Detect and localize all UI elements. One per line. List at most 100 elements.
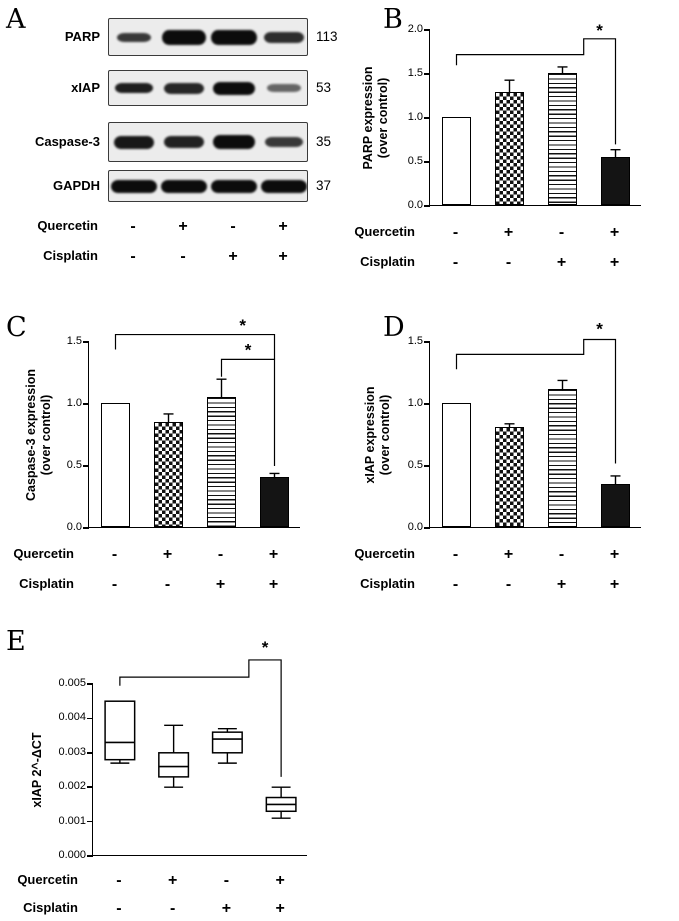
protein-band bbox=[211, 29, 257, 45]
panel-b-letter: B bbox=[383, 4, 403, 35]
treatment-sign-quercetin-3: - bbox=[558, 224, 565, 241]
plot-area-e: 0.000 0.001 0.002 0.003 0.004 0.005 * bbox=[58, 638, 307, 861]
caspase3-expression-chart: Caspase-3 expression (over control) 0.0 0.5… bbox=[4, 312, 344, 616]
y-axis-label-line: (over control) bbox=[38, 394, 53, 476]
molecular-weight-label: 113 bbox=[316, 29, 338, 44]
treatment-label-cisplatin: Cisplatin bbox=[360, 576, 415, 591]
treatment-sign-cisplatin-1: - bbox=[116, 900, 122, 917]
y-tick-mark bbox=[423, 73, 430, 75]
y-tick-label: 1.5 bbox=[407, 335, 423, 347]
plot-area-c: 0.0 0.5 1.0 1.5 * * bbox=[67, 316, 300, 533]
y-tick-label: 0.0 bbox=[407, 199, 423, 211]
treatment-sign-quercetin-4: + bbox=[278, 218, 288, 235]
protein-band bbox=[261, 179, 307, 193]
y-axis-label-line: (over control) bbox=[377, 394, 392, 476]
bar-cisplatin bbox=[206, 396, 237, 527]
treatment-label-quercetin: Quercetin bbox=[13, 546, 74, 561]
panel-b: B PARP expression (over control) 0.0 0.5 1.0… bbox=[349, 4, 679, 304]
error-bar bbox=[504, 79, 515, 94]
protein-band bbox=[267, 84, 301, 92]
protein-band bbox=[114, 135, 154, 149]
protein-band bbox=[213, 81, 255, 95]
treatment-sign-cisplatin-2: - bbox=[180, 248, 186, 265]
y-tick-label: 0.005 bbox=[58, 677, 86, 689]
y-tick-mark bbox=[86, 820, 93, 823]
treatment-sign-cisplatin-3: + bbox=[228, 248, 238, 265]
treatment-sign-cisplatin-2: - bbox=[164, 576, 171, 593]
bar-quercetin-cisplatin bbox=[600, 156, 631, 205]
box-quercetin bbox=[158, 752, 190, 778]
bar-quercetin-cisplatin bbox=[259, 477, 290, 527]
treatment-sign-quercetin-2: + bbox=[178, 218, 188, 235]
y-tick-label: 1.5 bbox=[407, 67, 423, 79]
y-tick-label: 0.5 bbox=[407, 155, 423, 167]
molecular-weight-label: 53 bbox=[316, 80, 332, 95]
error-bar bbox=[163, 413, 174, 423]
blot-row-caspase-3: Caspase-3 35 bbox=[4, 122, 349, 162]
significance-star: * bbox=[596, 21, 603, 40]
y-tick-mark bbox=[423, 29, 430, 31]
treatment-label-cisplatin: Cisplatin bbox=[23, 900, 78, 915]
treatment-sign-cisplatin-3: + bbox=[215, 576, 226, 593]
y-tick-label: 0.0 bbox=[66, 521, 82, 533]
treatment-sign-quercetin-4: + bbox=[268, 546, 279, 563]
plot-area-b: 0.0 0.5 1.0 1.5 2.0 * bbox=[408, 21, 641, 211]
treatment-label-cisplatin: Cisplatin bbox=[43, 248, 98, 263]
bar-control bbox=[100, 403, 131, 527]
treatment-sign-cisplatin-1: - bbox=[452, 254, 459, 271]
y-tick-mark bbox=[82, 465, 89, 467]
treatment-sign-cisplatin-3: + bbox=[221, 900, 232, 917]
significance-star: * bbox=[239, 316, 246, 335]
treatment-label-quercetin: Quercetin bbox=[37, 218, 98, 233]
error-bar bbox=[269, 472, 280, 479]
panel-a: A PARP 113 xIAP 53 Caspase-3 35 GAPDH 37 Quercet… bbox=[4, 4, 349, 304]
treatment-sign-cisplatin-3: + bbox=[556, 254, 567, 271]
y-tick-mark bbox=[82, 527, 89, 529]
significance-bracket bbox=[455, 38, 617, 145]
y-tick-mark bbox=[82, 403, 89, 405]
treatment-sign-quercetin-3: - bbox=[558, 546, 565, 563]
panel-c-letter: C bbox=[6, 312, 27, 343]
y-tick-mark bbox=[86, 786, 93, 788]
treatment-sign-cisplatin-4: + bbox=[609, 576, 620, 593]
treatment-row-quercetin: Quercetin - + - + bbox=[349, 546, 679, 568]
significance-bracket bbox=[119, 659, 282, 777]
chart-annotations-e: * bbox=[104, 638, 297, 819]
error-bar bbox=[504, 423, 515, 428]
box-whiskers-quercetin bbox=[164, 724, 184, 788]
error-bar bbox=[557, 66, 568, 74]
bar-quercetin bbox=[494, 92, 525, 205]
box-whiskers-quercetin-cisplatin bbox=[271, 786, 291, 819]
y-axis-label-d: xIAP expression (over control) bbox=[363, 342, 393, 528]
treatment-sign-quercetin-3: - bbox=[230, 218, 236, 235]
treatment-sign-cisplatin-1: - bbox=[452, 576, 459, 593]
treatment-sign-cisplatin-2: - bbox=[505, 576, 512, 593]
protein-band bbox=[264, 31, 304, 43]
treatment-label-cisplatin: Cisplatin bbox=[19, 576, 74, 591]
protein-band bbox=[265, 137, 303, 147]
y-tick-label: 0.5 bbox=[66, 459, 82, 471]
bar-control bbox=[441, 117, 472, 205]
protein-band bbox=[115, 83, 153, 93]
protein-label: GAPDH bbox=[53, 178, 100, 193]
western-blot-area: PARP 113 xIAP 53 Caspase-3 35 GAPDH 37 Quercetin… bbox=[4, 4, 349, 304]
y-tick-label: 1.0 bbox=[407, 397, 423, 409]
treatment-row-cisplatin: Cisplatin - - + + bbox=[349, 576, 679, 598]
y-tick-mark bbox=[423, 161, 430, 163]
error-bar bbox=[610, 475, 621, 485]
treatment-sign-quercetin-1: - bbox=[130, 218, 136, 235]
treatment-row-cisplatin: Cisplatin - - + + bbox=[4, 576, 344, 598]
treatment-sign-quercetin-1: - bbox=[452, 224, 459, 241]
molecular-weight-label: 35 bbox=[316, 134, 332, 149]
y-tick-mark bbox=[423, 465, 430, 467]
bar-control bbox=[441, 403, 472, 527]
protein-band bbox=[162, 29, 206, 45]
y-tick-mark bbox=[423, 527, 430, 529]
y-tick-label: 0.000 bbox=[58, 849, 86, 861]
treatment-sign-quercetin-1: - bbox=[452, 546, 459, 563]
protein-band bbox=[111, 179, 157, 193]
bar-quercetin-cisplatin bbox=[600, 483, 631, 527]
protein-band bbox=[164, 82, 204, 94]
chart-annotations-d: * bbox=[455, 320, 621, 485]
panel-d: D xIAP expression (over control) 0.0 0.5 1.0… bbox=[349, 312, 679, 616]
